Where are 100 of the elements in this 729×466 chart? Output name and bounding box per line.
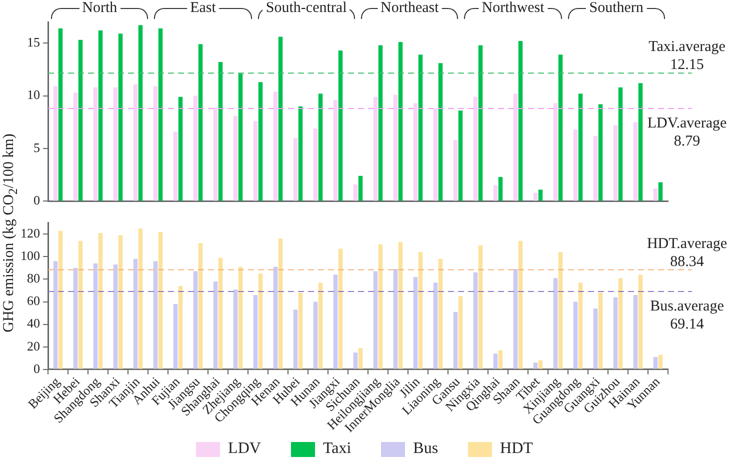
bar — [553, 278, 558, 369]
legend-label: Taxi — [322, 440, 352, 458]
bar — [313, 302, 318, 369]
ref-line-label: HDT.average 88.34 — [646, 236, 728, 270]
bar — [78, 40, 83, 201]
bar — [633, 294, 638, 369]
bar — [473, 272, 478, 369]
bar — [413, 103, 418, 201]
bar — [318, 282, 323, 369]
bar — [398, 242, 403, 369]
bar — [118, 34, 123, 201]
bar — [138, 25, 143, 201]
bar — [418, 54, 423, 201]
bar — [158, 232, 163, 369]
bar — [293, 138, 298, 201]
bar — [373, 271, 378, 369]
bar — [238, 266, 243, 369]
bar — [513, 269, 518, 369]
bar — [613, 125, 618, 201]
bar — [658, 354, 663, 369]
bar — [193, 96, 198, 201]
bar — [53, 261, 58, 369]
bar — [538, 190, 543, 201]
bar — [213, 281, 218, 369]
legend-label: LDV — [228, 440, 261, 458]
bar — [518, 40, 523, 201]
bar — [638, 83, 643, 201]
text: North — [79, 0, 120, 17]
bar — [73, 92, 78, 201]
bar — [398, 42, 403, 201]
bar — [433, 108, 438, 201]
bar — [338, 248, 343, 369]
y-tick-label: 20 — [27, 338, 40, 354]
bar — [238, 74, 243, 201]
legend-label: Bus — [413, 440, 438, 458]
y-tick-label: 80 — [27, 270, 40, 286]
bar — [598, 104, 603, 201]
ref-line-label: Bus.average 69.14 — [650, 298, 724, 332]
y-tick-label: 0 — [34, 192, 40, 208]
bar — [218, 62, 223, 201]
bar — [538, 360, 543, 369]
bar — [318, 94, 323, 201]
y-tick-label: 10 — [27, 87, 40, 102]
bar — [133, 258, 138, 369]
bar — [533, 362, 538, 369]
bar — [353, 352, 358, 369]
bar — [553, 103, 558, 201]
bar — [513, 94, 518, 201]
bar — [598, 292, 603, 369]
bar — [653, 357, 658, 369]
ref-line-label: Taxi.average 12.15 — [648, 39, 726, 74]
bar — [378, 244, 383, 369]
bar — [573, 130, 578, 201]
text: South-central — [262, 0, 350, 17]
bar — [93, 263, 98, 369]
bar — [158, 28, 163, 201]
bar — [593, 308, 598, 369]
bar — [273, 266, 278, 369]
bar — [178, 286, 183, 369]
y-tick-label: 60 — [27, 293, 40, 308]
bar — [458, 110, 463, 201]
bar — [198, 44, 203, 201]
bar — [333, 100, 338, 201]
bar — [93, 87, 98, 201]
bar — [278, 36, 283, 201]
bar — [213, 107, 218, 201]
bar — [618, 278, 623, 369]
bar — [253, 294, 258, 369]
bar — [173, 304, 178, 369]
bar — [558, 54, 563, 201]
bar — [573, 302, 578, 369]
bar — [358, 176, 363, 201]
bar — [478, 245, 483, 369]
ref-line-label: LDV.average 8.79 — [647, 116, 727, 150]
bar — [593, 136, 598, 201]
bar — [113, 264, 118, 369]
bar — [278, 238, 283, 369]
bar — [153, 261, 158, 369]
bar — [438, 63, 443, 201]
bar — [353, 184, 358, 201]
bar — [453, 312, 458, 369]
bar — [258, 82, 263, 201]
bar — [118, 235, 123, 369]
legend-label: HDT — [500, 440, 533, 458]
bar — [198, 243, 203, 369]
bar — [233, 289, 238, 369]
text: Southern — [586, 0, 646, 17]
bar — [613, 297, 618, 369]
y-tick-label: 40 — [27, 316, 40, 331]
bar — [438, 258, 443, 369]
bar — [418, 252, 423, 369]
bar — [433, 282, 438, 369]
bar — [658, 182, 663, 201]
bar — [653, 188, 658, 201]
bar — [138, 228, 143, 369]
bar — [298, 292, 303, 369]
bar — [518, 240, 523, 369]
bar — [78, 240, 83, 369]
y-tick-label: 120 — [20, 226, 40, 240]
bar — [338, 50, 343, 201]
